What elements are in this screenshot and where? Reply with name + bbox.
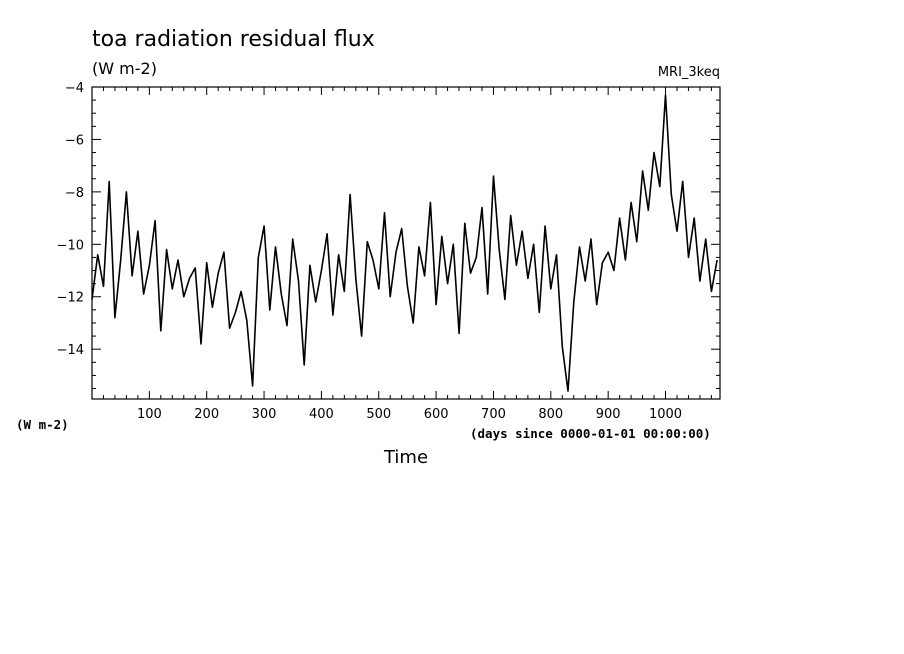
x-tick-label: 500 — [366, 407, 391, 422]
model-label: MRI_3keq — [658, 65, 720, 80]
x-tick-label: 400 — [309, 407, 334, 422]
x-tick-label: 200 — [194, 407, 219, 422]
plot-frame — [91, 86, 721, 400]
series-line — [91, 94, 718, 392]
y-tick-label: −14 — [57, 343, 84, 358]
y-tick-label: −10 — [57, 238, 84, 253]
x-tick-label: 900 — [596, 407, 621, 422]
x-units: (days since 0000-01-01 00:00:00) — [470, 426, 711, 441]
x-tick-label: 300 — [252, 407, 277, 422]
x-tick-label: 800 — [538, 407, 563, 422]
plot-area: 100 200 300 400 500 600 700 800 900 1000 −4 −6 −8 −10… — [57, 81, 721, 422]
units-label: (W m-2) — [92, 59, 157, 78]
x-axis-label: Time — [383, 447, 428, 468]
chart-title: toa radiation residual flux — [92, 27, 375, 52]
y-tick-label: −8 — [65, 186, 84, 201]
x-tick-label: 700 — [481, 407, 506, 422]
y-tick-label: −4 — [65, 81, 84, 96]
y-tick-label: −6 — [65, 133, 84, 148]
y-units-lower: (W m-2) — [16, 417, 69, 432]
y-tick-label: −12 — [57, 291, 84, 306]
x-tick-label: 100 — [137, 407, 162, 422]
x-tick-label: 600 — [424, 407, 449, 422]
x-tick-label: 1000 — [649, 407, 682, 422]
